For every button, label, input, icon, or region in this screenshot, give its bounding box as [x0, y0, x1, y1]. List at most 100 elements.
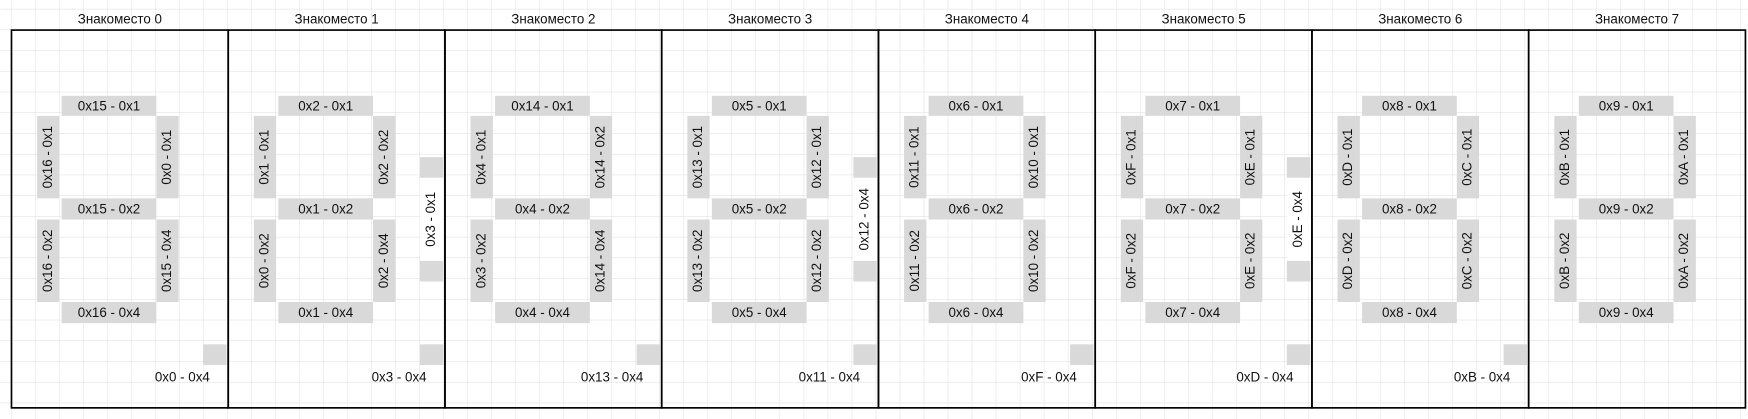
segment-cell: [37, 219, 60, 302]
segment-label: 0x5 - 0x2: [732, 202, 787, 217]
segment-cell: [1554, 115, 1577, 199]
segment-label: 0x5 - 0x4: [732, 305, 788, 320]
segment-cell: [1337, 115, 1360, 199]
segment-cell: [904, 115, 927, 199]
segment-cell: [61, 198, 157, 220]
segment-cell: [1456, 115, 1480, 199]
segment-label: 0xF - 0x2: [1124, 233, 1139, 289]
segment-cell: [278, 198, 374, 220]
segment-label: 0x15 - 0x2: [78, 202, 140, 217]
segment-cell: [253, 219, 277, 302]
dp-cell: [1070, 344, 1094, 366]
segment-label: 0x16 - 0x2: [40, 230, 55, 292]
segment-cell: [1120, 115, 1144, 199]
segment-cell: [470, 219, 493, 302]
dp-label: 0xB - 0x4: [1454, 369, 1511, 384]
segment-cell: [928, 198, 1024, 220]
segment-cell: [495, 95, 590, 116]
position-title: Знакоместо 4: [945, 12, 1030, 27]
colon-cell: [1286, 260, 1311, 282]
segment-label: 0x2 - 0x4: [376, 233, 391, 289]
segment-label: 0x4 - 0x1: [473, 130, 488, 185]
segment-label: 0xF - 0x1: [1124, 129, 1139, 185]
segment-label: 0x14 - 0x1: [511, 99, 573, 114]
segment-label: 0x13 - 0x1: [690, 126, 705, 188]
colon-cell: [1286, 157, 1311, 178]
segment-label: 0x6 - 0x1: [948, 99, 1003, 114]
segment-label: 0x15 - 0x4: [159, 229, 174, 292]
segment-label: 0x9 - 0x2: [1599, 202, 1654, 217]
segment-cell: [1578, 198, 1674, 220]
segment-cell: [37, 115, 60, 199]
segment-cell: [711, 301, 807, 324]
segment-cell: [711, 95, 807, 116]
segment-cell: [278, 301, 374, 324]
segment-label: 0x3 - 0x2: [473, 233, 488, 288]
segment-cell: [1120, 219, 1144, 302]
segment-label: 0xD - 0x1: [1340, 129, 1355, 186]
segment-label: 0x2 - 0x1: [298, 99, 353, 114]
segment-label: 0x0 - 0x2: [257, 233, 272, 288]
segment-label: 0x13 - 0x2: [690, 230, 705, 292]
segment-cell: [1578, 301, 1674, 324]
segment-label: 0xE - 0x2: [1243, 233, 1258, 289]
position-title: Знакоместо 0: [78, 12, 162, 27]
segment-label: 0x7 - 0x1: [1165, 99, 1220, 114]
segment-label: 0xA - 0x1: [1676, 129, 1691, 185]
segment-label: 0x5 - 0x1: [732, 99, 787, 114]
segment-cell: [1673, 219, 1696, 302]
segment-label: 0x11 - 0x1: [907, 126, 922, 187]
segment-label: 0xE - 0x1: [1243, 129, 1258, 185]
segment-label: 0x2 - 0x2: [376, 130, 391, 185]
segment-cell: [589, 115, 613, 199]
colon-label: 0x3 - 0x1: [423, 192, 438, 247]
segment-cell: [1578, 95, 1674, 116]
segment-label: 0x14 - 0x4: [593, 229, 608, 292]
dp-cell: [1503, 344, 1528, 366]
dp-label: 0xF - 0x4: [1021, 369, 1077, 384]
segment-label: 0x12 - 0x2: [809, 230, 824, 292]
segment-label: 0x0 - 0x1: [159, 130, 174, 185]
position-title: Знакоместо 3: [728, 12, 812, 27]
segment-label: 0x8 - 0x1: [1382, 99, 1437, 114]
segment-cell: [589, 219, 613, 302]
segment-cell: [928, 301, 1024, 324]
colon-label: 0xE - 0x4: [1290, 191, 1305, 248]
segment-label: 0x1 - 0x4: [298, 305, 354, 320]
segment-cell: [156, 115, 179, 199]
segment-label: 0x15 - 0x1: [78, 99, 140, 114]
segment-label: 0x7 - 0x2: [1165, 202, 1220, 217]
segment-label: 0x10 - 0x2: [1026, 230, 1041, 292]
segment-cell: [1337, 219, 1360, 302]
segment-cell: [1145, 198, 1241, 220]
segment-cell: [1362, 301, 1457, 324]
segment-label: 0xB - 0x1: [1557, 129, 1572, 185]
segment-label: 0x14 - 0x2: [593, 126, 608, 188]
segment-cell: [1362, 198, 1457, 220]
dp-cell: [419, 344, 444, 366]
segment-label: 0x1 - 0x2: [298, 202, 353, 217]
segment-cell: [1362, 95, 1457, 116]
segment-label: 0x12 - 0x1: [809, 126, 824, 188]
colon-label-cell: [419, 177, 444, 261]
position-title: Знакоместо 6: [1378, 12, 1462, 27]
segment-cell: [61, 301, 157, 324]
segment-cell: [1023, 115, 1046, 199]
segment-cell: [156, 219, 179, 302]
segment-label: 0x9 - 0x1: [1599, 99, 1654, 114]
segment-label: 0xB - 0x2: [1557, 233, 1572, 289]
segment-cell: [1456, 219, 1480, 302]
segment-label: 0xC - 0x1: [1459, 129, 1474, 186]
segment-label: 0x10 - 0x1: [1026, 126, 1041, 188]
segment-cell: [1145, 95, 1241, 116]
segment-cell: [278, 95, 374, 116]
colon-cell: [419, 157, 444, 178]
segment-cell: [495, 301, 590, 324]
position-title: Знакоместо 2: [511, 12, 595, 27]
position-title: Знакоместо 1: [295, 12, 379, 27]
panels: Знакоместо 0 0x15 - 0x1 0x15 - 0x2 0x16 - 0…: [10, 12, 1747, 409]
segment-cell: [687, 219, 710, 302]
segment-label: 0x11 - 0x2: [907, 230, 922, 291]
segment-cell: [1240, 219, 1263, 302]
dp-cell: [1286, 344, 1311, 366]
